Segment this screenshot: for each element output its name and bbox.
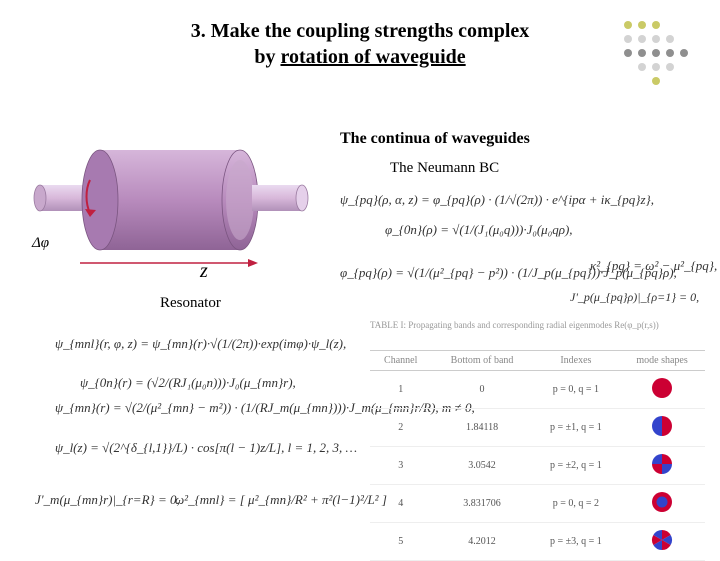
cell-shape xyxy=(619,371,705,409)
cell-shape xyxy=(619,523,705,561)
table-row: 5 4.2012 p = ±3, q = 1 xyxy=(370,523,705,561)
cell-bottom: 3.831706 xyxy=(431,485,532,523)
cell-channel: 1 xyxy=(370,371,431,409)
cell-channel: 4 xyxy=(370,485,431,523)
eq-left-1: ψ_{mnl}(r, φ, z) = ψ_{mn}(r)·√(1/(2π))·e… xyxy=(55,336,346,352)
cell-indexes: p = 0, q = 1 xyxy=(533,371,619,409)
mode-shape-icon xyxy=(651,377,673,399)
waveguide-diagram xyxy=(30,135,310,275)
cell-shape xyxy=(619,485,705,523)
cell-indexes: p = ±1, q = 1 xyxy=(533,409,619,447)
th-bottom: Bottom of band xyxy=(431,351,532,371)
table-caption: TABLE I: Propagating bands and correspon… xyxy=(370,320,700,330)
cell-indexes: p = ±3, q = 1 xyxy=(533,523,619,561)
z-axis-label: z xyxy=(200,260,208,283)
cell-indexes: p = ±2, q = 1 xyxy=(533,447,619,485)
table-row: 2 1.84118 p = ±1, q = 1 xyxy=(370,409,705,447)
neumann-heading: The Neumann BC xyxy=(390,160,499,177)
table-row: 4 3.831706 p = 0, q = 2 xyxy=(370,485,705,523)
eq-jprime: J'_p(μ_{pq}ρ)|_{ρ=1} = 0, xyxy=(570,290,699,305)
cell-shape xyxy=(619,409,705,447)
eq-left-5: J'_m(μ_{mn}r)|_{r=R} = 0, xyxy=(35,492,180,508)
th-channel: Channel xyxy=(370,351,431,371)
cell-shape xyxy=(619,447,705,485)
th-indexes: Indexes xyxy=(533,351,619,371)
cell-bottom: 3.0542 xyxy=(431,447,532,485)
eq-left-6: ω²_{mnl} = [ μ²_{mn}/R² + π²(l−1)²/L² ] xyxy=(175,492,387,508)
resonator-label: Resonator xyxy=(160,295,221,312)
title-line2-underlined: rotation of waveguide xyxy=(280,46,465,68)
eq-left-2: ψ_{0n}(r) = (√2/(RJ₁(μ₀n)))·J₀(μ_{mn}r), xyxy=(80,375,296,391)
mode-shape-icon xyxy=(651,529,673,551)
title-line1: 3. Make the coupling strengths complex xyxy=(191,20,530,42)
mode-shape-icon xyxy=(651,415,673,437)
modes-table: Channel Bottom of band Indexes mode shap… xyxy=(370,350,705,561)
table-row: 3 3.0542 p = ±2, q = 1 xyxy=(370,447,705,485)
eq-psi-pq: ψ_{pq}(ρ, α, z) = φ_{pq}(ρ) · (1/√(2π)) … xyxy=(340,192,654,208)
eq-left-4: ψ_l(z) = √(2^{δ_{l,1}}/L) · cos[π(l − 1)… xyxy=(55,440,357,456)
slide-title: 3. Make the coupling strengths complex b… xyxy=(0,0,720,78)
mode-shape-icon xyxy=(651,491,673,513)
cell-channel: 5 xyxy=(370,523,431,561)
th-shapes: mode shapes xyxy=(619,351,705,371)
mode-shape-icon xyxy=(651,453,673,475)
cell-channel: 3 xyxy=(370,447,431,485)
title-line2-prefix: by xyxy=(254,46,280,68)
decorative-dots xyxy=(618,15,698,95)
cell-channel: 2 xyxy=(370,409,431,447)
eq-psi-0n: φ_{0n}(ρ) = √(1/(J₁(μ₀q)))·J₀(μ₀qρ), xyxy=(385,222,573,238)
cell-bottom: 1.84118 xyxy=(431,409,532,447)
cell-bottom: 4.2012 xyxy=(431,523,532,561)
cell-bottom: 0 xyxy=(431,371,532,409)
cell-indexes: p = 0, q = 2 xyxy=(533,485,619,523)
eq-kpq: κ²_{pq} = ω² − μ²_{pq}, xyxy=(590,258,717,274)
delta-phi-label: Δφ xyxy=(32,235,49,252)
continua-heading: The continua of waveguides xyxy=(340,130,530,148)
table-row: 1 0 p = 0, q = 1 xyxy=(370,371,705,409)
